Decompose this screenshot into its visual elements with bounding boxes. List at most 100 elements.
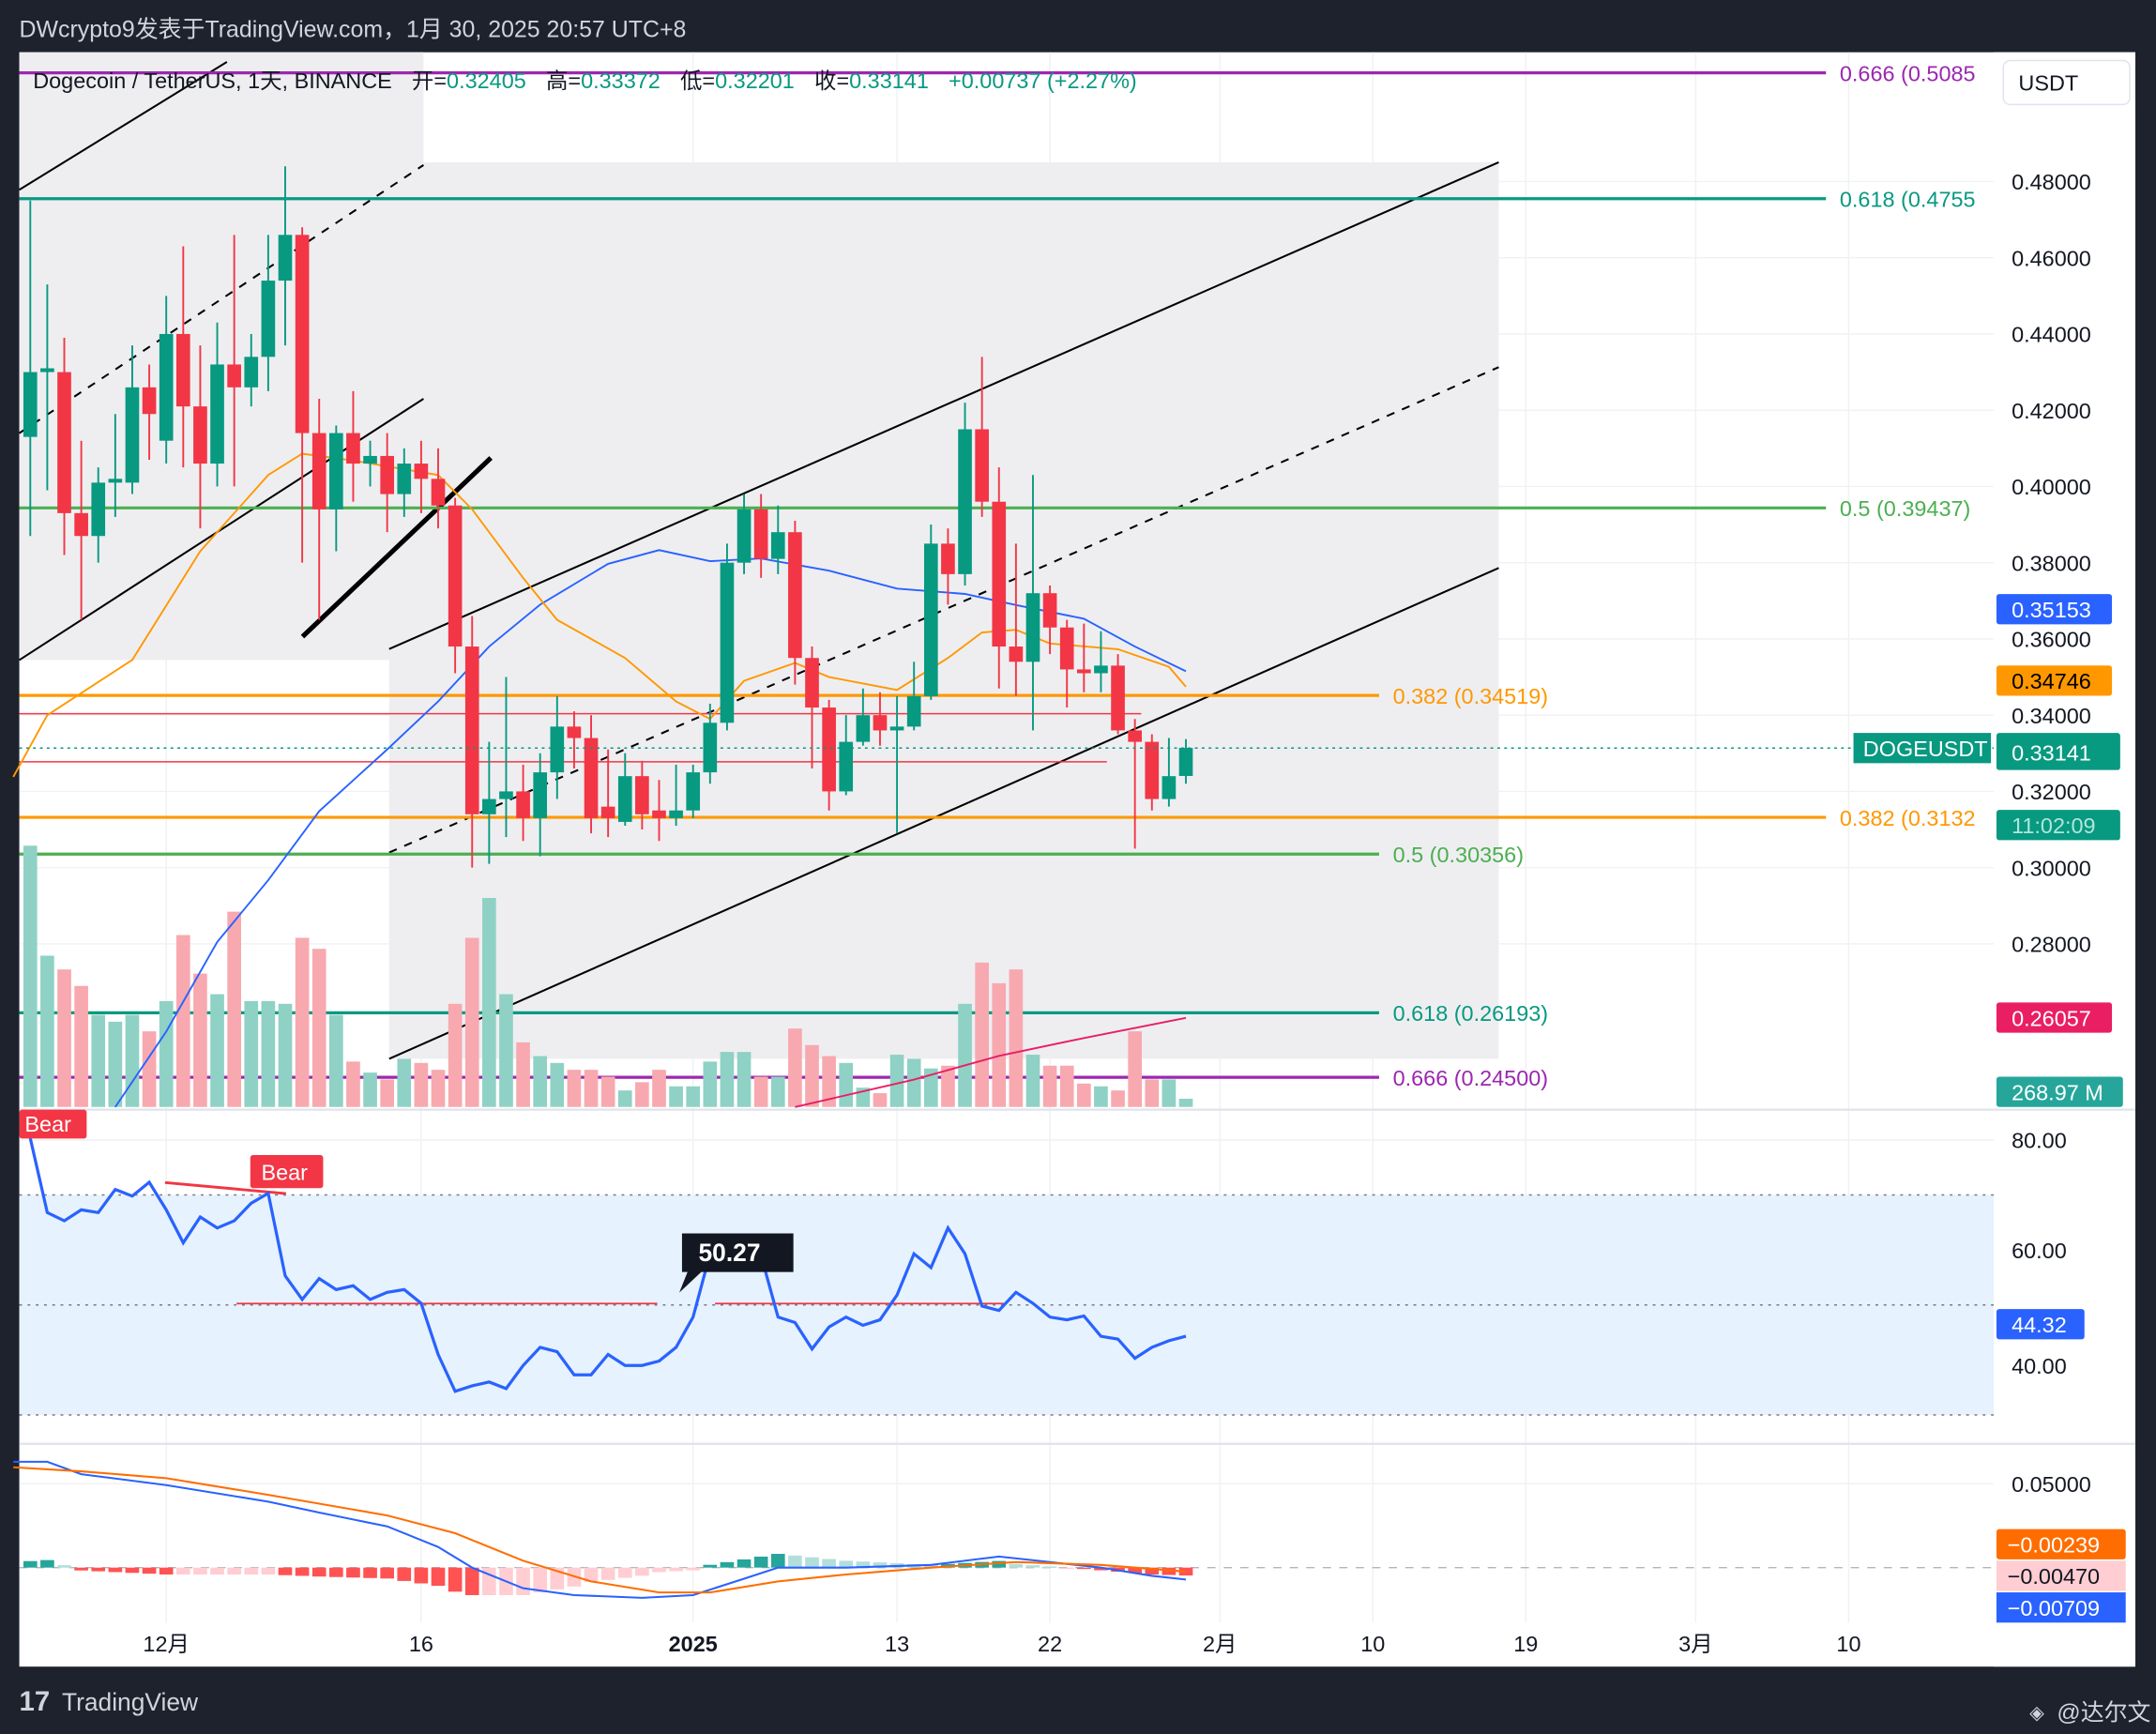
time-axis[interactable]: 12月 16 2025 13 22 2月 10 19 3月 10 (143, 1632, 1860, 1656)
candle-body[interactable] (414, 464, 429, 479)
candle-body[interactable] (74, 512, 88, 537)
candle-body[interactable] (175, 333, 190, 407)
candle-body[interactable] (499, 791, 513, 799)
candle-body[interactable] (617, 776, 632, 822)
time-axis-label: 16 (409, 1632, 433, 1656)
candle-body[interactable] (57, 372, 71, 513)
candle-body[interactable] (669, 810, 683, 818)
candle-body[interactable] (1059, 627, 1074, 670)
tradingview-logo[interactable]: 17 TradingView (20, 1686, 199, 1717)
candle-body[interactable] (91, 482, 106, 537)
candle-body[interactable] (482, 799, 496, 814)
candle-body[interactable] (448, 505, 463, 647)
candle-body[interactable] (1111, 665, 1125, 731)
candle-body[interactable] (210, 364, 224, 464)
candle-body[interactable] (329, 433, 343, 510)
candle-body[interactable] (856, 715, 871, 742)
candle-body[interactable] (1128, 730, 1142, 742)
candle-body[interactable] (550, 726, 565, 773)
volume-bar (788, 1028, 802, 1107)
macd-histogram-bar (1145, 1567, 1160, 1575)
channel-left-mid[interactable] (18, 164, 424, 434)
candle-body[interactable] (193, 406, 207, 464)
candle-body[interactable] (142, 387, 157, 415)
candle-body[interactable] (822, 707, 836, 792)
candle-body[interactable] (295, 235, 310, 434)
last-price-value: 0.33141 (2012, 740, 2091, 765)
candle-body[interactable] (720, 562, 735, 723)
macd-histogram-bar (1162, 1567, 1177, 1575)
price-axis-label: 0.44000 (2012, 323, 2091, 347)
price-axis[interactable] (1994, 52, 2135, 1667)
candle-body[interactable] (1009, 646, 1024, 662)
candle-body[interactable] (958, 429, 972, 574)
candle-body[interactable] (1094, 665, 1108, 674)
candle-body[interactable] (992, 501, 1007, 647)
low-value: 0.32201 (715, 68, 795, 93)
candle-body[interactable] (108, 479, 123, 483)
candle-body[interactable] (839, 741, 854, 792)
volume-bar (635, 1082, 649, 1107)
candle-body[interactable] (1025, 593, 1040, 662)
currency-button[interactable]: USDT (2002, 59, 2131, 106)
candle-body[interactable] (788, 532, 802, 659)
macd-histogram-bar (346, 1567, 360, 1578)
candle-body[interactable] (1042, 593, 1057, 628)
candle-body[interactable] (736, 509, 752, 563)
candle-body[interactable] (923, 543, 938, 696)
rsi-axis-label: 80.00 (2012, 1129, 2067, 1153)
candle-body[interactable] (975, 429, 989, 502)
candle-body[interactable] (533, 772, 548, 818)
candle-body[interactable] (1162, 776, 1177, 799)
channel-main-lower[interactable] (388, 567, 1499, 1060)
candle-body[interactable] (770, 532, 785, 559)
candle-body[interactable] (753, 509, 768, 559)
candle-body[interactable] (686, 772, 701, 811)
candle-body[interactable] (1077, 669, 1091, 674)
countdown-tag (1996, 810, 2120, 841)
candle-body[interactable] (363, 455, 377, 464)
volume-bar (414, 1062, 429, 1107)
volume-bar (736, 1052, 752, 1107)
rsi-tooltip (679, 1233, 794, 1293)
candle-body[interactable] (244, 357, 259, 388)
candle-body[interactable] (652, 810, 666, 818)
volume-bar (906, 1058, 921, 1107)
candle-body[interactable] (805, 658, 819, 708)
candle-body[interactable] (1145, 741, 1160, 799)
candle-body[interactable] (635, 776, 649, 814)
candle-body[interactable] (311, 433, 326, 510)
volume-bar (210, 994, 224, 1107)
macd-histogram-bar (431, 1567, 446, 1587)
candle-body[interactable] (159, 333, 174, 441)
candle-body[interactable] (346, 433, 360, 464)
candle-body[interactable] (1178, 748, 1193, 776)
candle-body[interactable] (889, 726, 904, 731)
channel-main-upper[interactable] (388, 160, 1499, 650)
candle-body[interactable] (873, 715, 888, 731)
candle-body[interactable] (464, 646, 479, 814)
candle-body[interactable] (227, 364, 241, 388)
volume-bar (448, 1003, 463, 1107)
candle-body[interactable] (380, 455, 394, 494)
candle-body[interactable] (516, 791, 530, 818)
candle-body[interactable] (431, 479, 446, 506)
rsi-line[interactable] (28, 1137, 1187, 1393)
candle-body[interactable] (125, 387, 140, 483)
candle-body[interactable] (23, 372, 38, 437)
time-axis-label: 19 (1513, 1632, 1538, 1656)
candle-body[interactable] (278, 235, 293, 281)
candle-body[interactable] (40, 368, 54, 373)
candle-body[interactable] (261, 281, 276, 357)
trend-line[interactable] (300, 456, 493, 639)
channel-main-mid[interactable] (388, 366, 1499, 854)
candle-body[interactable] (584, 738, 599, 818)
candle-body[interactable] (567, 726, 582, 738)
candle-body[interactable] (703, 722, 718, 773)
candle-body[interactable] (906, 695, 921, 727)
candle-body[interactable] (941, 543, 955, 574)
channel-left-upper[interactable] (19, 61, 228, 191)
candle-body[interactable] (600, 806, 615, 818)
candle-body[interactable] (397, 464, 412, 494)
